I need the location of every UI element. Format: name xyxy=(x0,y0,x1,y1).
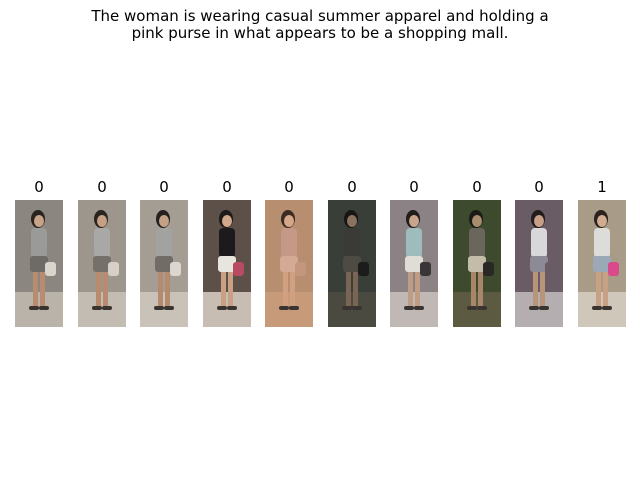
person-photo xyxy=(203,200,251,327)
thumbnail-label: 0 xyxy=(222,178,232,196)
thumbnail-label: 0 xyxy=(347,178,357,196)
thumbnail-label: 0 xyxy=(284,178,294,196)
thumbnail-cell: 0 xyxy=(328,178,376,327)
thumbnail-cell: 0 xyxy=(78,178,126,327)
person-photo xyxy=(328,200,376,327)
thumbnail-label: 0 xyxy=(472,178,482,196)
person-photo xyxy=(78,200,126,327)
person-photo xyxy=(515,200,563,327)
thumbnail-cell: 0 xyxy=(515,178,563,327)
person-photo xyxy=(15,200,63,327)
thumbnail-cell: 1 xyxy=(578,178,626,327)
person-photo xyxy=(578,200,626,327)
person-photo xyxy=(265,200,313,327)
thumbnail-cell: 0 xyxy=(203,178,251,327)
title-line-1: The woman is wearing casual summer appar… xyxy=(91,7,549,25)
thumbnail-label: 0 xyxy=(159,178,169,196)
thumbnail-cell: 0 xyxy=(140,178,188,327)
person-photo xyxy=(390,200,438,327)
person-photo xyxy=(140,200,188,327)
thumbnail-cell: 0 xyxy=(453,178,501,327)
thumbnail-label: 0 xyxy=(534,178,544,196)
thumbnail-label: 0 xyxy=(409,178,419,196)
thumbnail-cell: 0 xyxy=(15,178,63,327)
person-photo xyxy=(453,200,501,327)
thumbnail-label: 1 xyxy=(597,178,607,196)
figure-title: The woman is wearing casual summer appar… xyxy=(0,8,640,42)
thumbnail-label: 0 xyxy=(34,178,44,196)
thumbnail-cell: 0 xyxy=(265,178,313,327)
thumbnail-label: 0 xyxy=(97,178,107,196)
title-line-2: pink purse in what appears to be a shopp… xyxy=(131,24,509,42)
thumbnail-cell: 0 xyxy=(390,178,438,327)
